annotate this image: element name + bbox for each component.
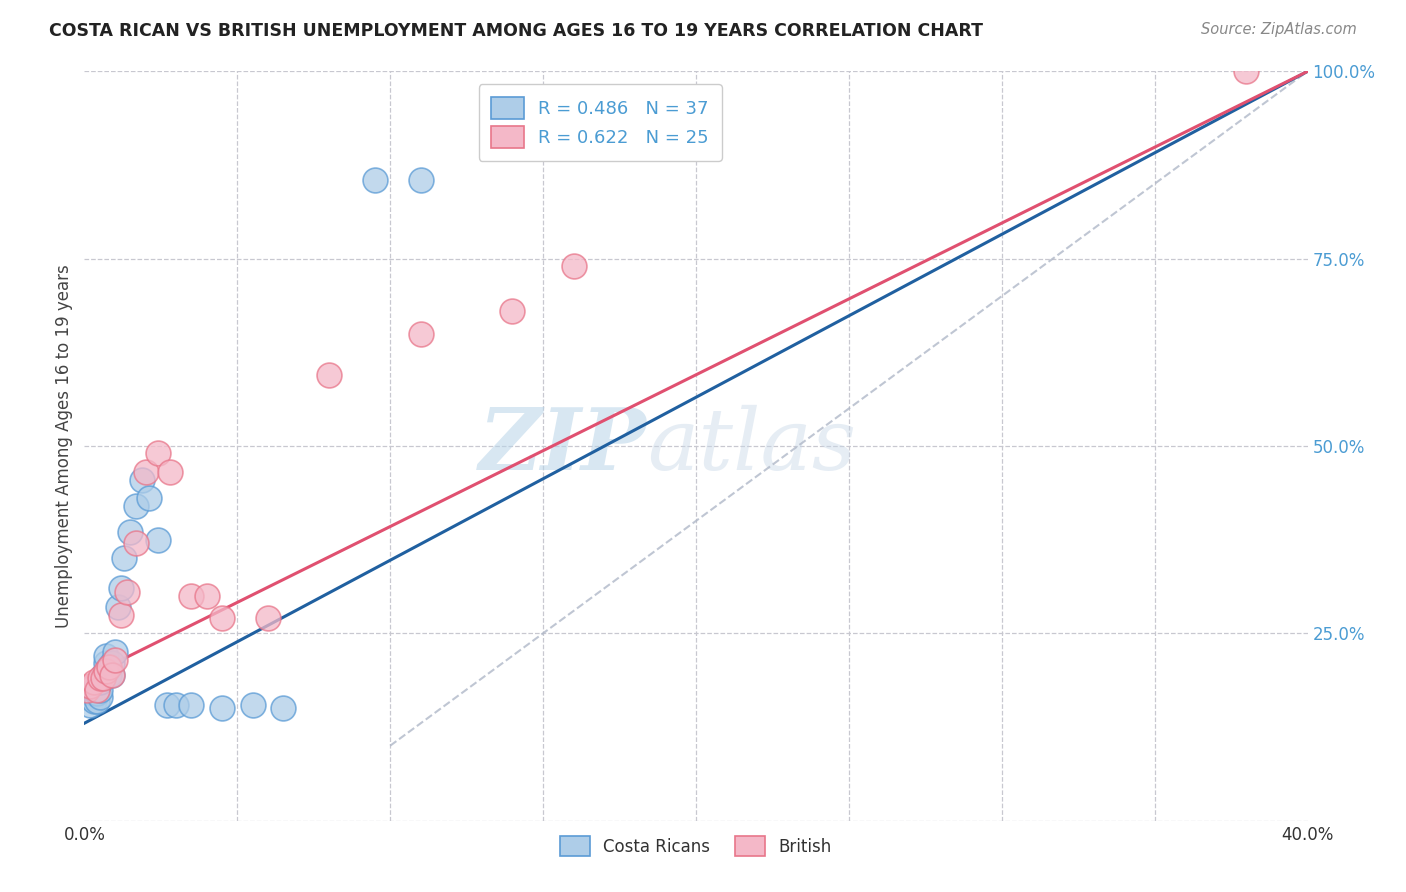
Point: [104, 652, 127, 666]
Point: [211, 701, 233, 715]
Point: [91, 671, 114, 685]
Point: [120, 525, 142, 540]
Point: [502, 304, 524, 318]
Point: [125, 499, 148, 513]
Point: [409, 326, 432, 341]
Point: [79, 686, 101, 700]
Point: [79, 679, 101, 693]
Point: [79, 698, 101, 712]
Point: [101, 667, 124, 681]
Point: [165, 698, 187, 712]
Point: [318, 368, 340, 382]
Point: [156, 698, 179, 712]
Point: [89, 690, 111, 704]
Point: [76, 682, 98, 697]
Point: [83, 682, 105, 697]
Point: [97, 660, 120, 674]
Point: [97, 660, 120, 674]
Point: [125, 536, 148, 550]
Point: [86, 682, 108, 697]
Point: [97, 667, 120, 681]
Point: [110, 582, 132, 596]
Point: [257, 611, 280, 625]
Point: [271, 701, 294, 715]
Point: [242, 698, 264, 712]
Point: [107, 600, 129, 615]
Point: [101, 657, 124, 671]
Point: [86, 694, 108, 708]
Point: [364, 173, 387, 187]
Point: [562, 259, 585, 273]
Point: [131, 473, 153, 487]
Point: [91, 667, 114, 681]
Point: [91, 671, 114, 685]
Point: [83, 686, 105, 700]
Text: atlas: atlas: [647, 405, 856, 487]
Point: [83, 675, 105, 690]
Text: ZIP: ZIP: [479, 404, 647, 488]
Point: [94, 664, 117, 678]
Text: Source: ZipAtlas.com: Source: ZipAtlas.com: [1201, 22, 1357, 37]
Point: [112, 551, 135, 566]
Point: [159, 465, 181, 479]
Point: [89, 682, 111, 697]
Point: [138, 491, 160, 506]
Point: [94, 648, 117, 663]
Point: [195, 589, 218, 603]
Point: [146, 533, 169, 547]
Point: [1236, 64, 1258, 78]
Point: [94, 664, 117, 678]
Y-axis label: Unemployment Among Ages 16 to 19 years: Unemployment Among Ages 16 to 19 years: [55, 264, 73, 628]
Point: [101, 667, 124, 681]
Point: [211, 611, 233, 625]
Point: [135, 465, 157, 479]
Text: COSTA RICAN VS BRITISH UNEMPLOYMENT AMONG AGES 16 TO 19 YEARS CORRELATION CHART: COSTA RICAN VS BRITISH UNEMPLOYMENT AMON…: [49, 22, 983, 40]
Point: [146, 446, 169, 460]
Point: [86, 686, 108, 700]
Point: [115, 585, 138, 599]
Point: [89, 675, 111, 690]
Point: [83, 694, 105, 708]
Legend: Costa Ricans, British: Costa Ricans, British: [551, 828, 841, 864]
Point: [110, 607, 132, 622]
Point: [180, 589, 202, 603]
Point: [180, 698, 202, 712]
Point: [409, 173, 432, 187]
Point: [89, 671, 111, 685]
Point: [104, 645, 127, 659]
Point: [94, 657, 117, 671]
Point: [76, 690, 98, 704]
